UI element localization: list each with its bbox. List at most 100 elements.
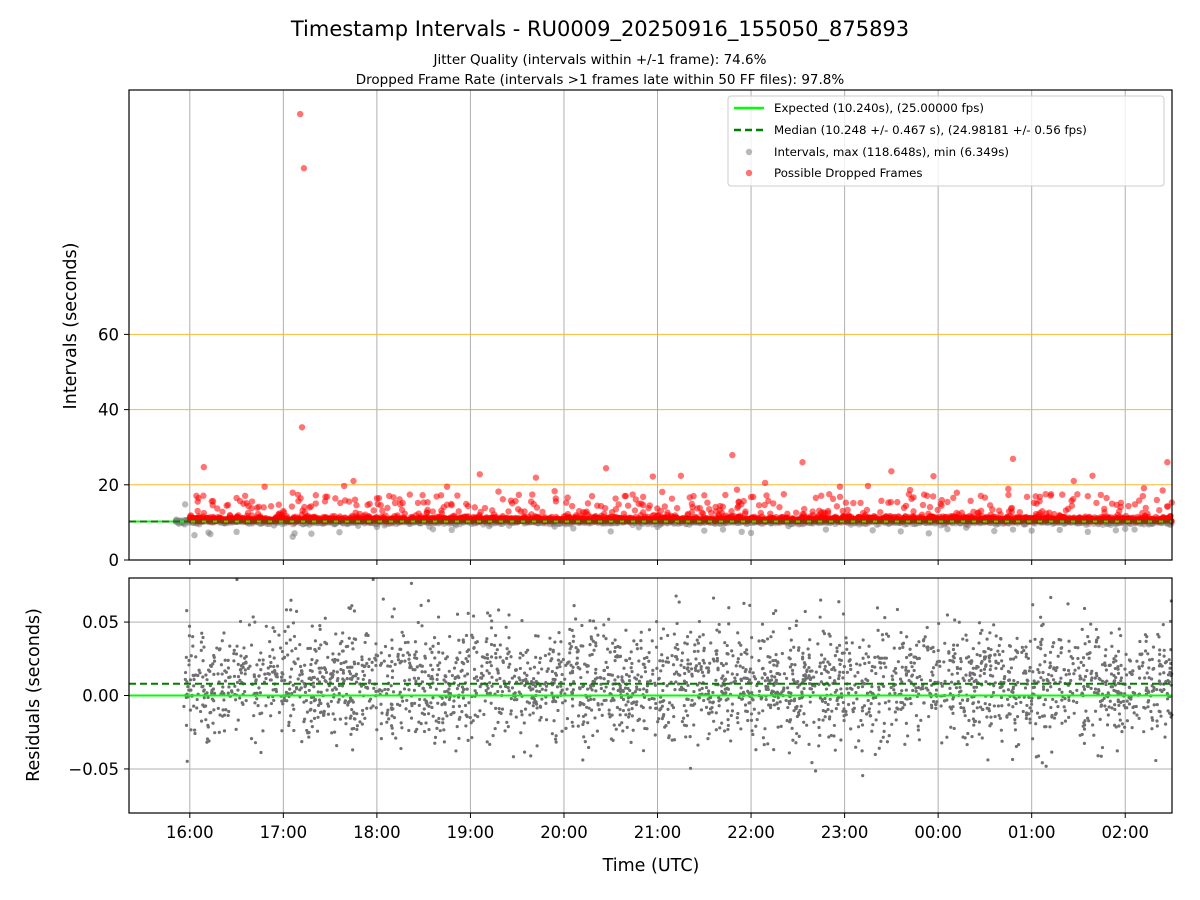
dropped-frame-point (784, 510, 791, 517)
dropped-frame-point (878, 497, 885, 505)
dropped-frame-point (455, 508, 462, 515)
dropped-frame-point (902, 513, 909, 520)
dropped-frame-point (742, 508, 749, 515)
dropped-frame-point (336, 513, 344, 520)
dropped-frame-point (248, 498, 256, 505)
dropped-frame-point (217, 514, 224, 522)
dropped-frame-point (1005, 491, 1012, 499)
dropped-frame-point (1008, 504, 1016, 512)
dropped-frame-point (1108, 500, 1116, 507)
dropped-frame-point (243, 512, 251, 520)
dropped-frame-point (767, 510, 774, 517)
dropped-frame-point (1116, 507, 1123, 515)
dropped-frame-point (1084, 492, 1092, 500)
interval-point (944, 525, 951, 533)
interval-point (551, 523, 558, 530)
chart-subtitle-dropped: Dropped Frame Rate (intervals >1 frames … (356, 72, 845, 88)
y-tick-label: 40 (98, 401, 119, 420)
dropped-frame-point (602, 465, 610, 472)
dropped-frame-point (1101, 509, 1108, 516)
dropped-frame-point (1093, 499, 1100, 507)
interval-point (1056, 526, 1063, 534)
dropped-frame-point (704, 499, 711, 506)
dropped-frame-point (833, 503, 841, 510)
dropped-frame-point (728, 508, 735, 515)
dropped-frame-point (416, 514, 423, 522)
dropped-frame-point (289, 489, 296, 496)
dropped-frame-point (254, 510, 262, 518)
dropped-frame-point (267, 503, 275, 510)
dropped-frame-point (995, 507, 1003, 514)
dropped-frame-point (658, 488, 666, 496)
dropped-frame-point (248, 505, 255, 512)
dropped-frame-point (799, 459, 806, 466)
dropped-frame-point (930, 472, 937, 480)
dropped-frame-point (701, 492, 708, 499)
dropped-frame-point (645, 505, 652, 512)
dropped-frame-point (716, 506, 723, 514)
residual-point (1100, 745, 1105, 750)
interval-point (607, 528, 614, 535)
dropped-frame-point (552, 498, 560, 505)
dropped-frame-point (370, 507, 377, 514)
dropped-frame-point (989, 506, 996, 513)
interval-point (1122, 525, 1129, 532)
dropped-frame-point (809, 511, 817, 519)
dropped-frame-point (818, 492, 825, 499)
dropped-frame-point (454, 492, 461, 499)
dropped-frame-point (591, 513, 598, 521)
dropped-frame-point (733, 486, 741, 493)
dropped-frame-point (481, 504, 489, 512)
dropped-frame-point (920, 491, 928, 498)
dropped-frame-point (1005, 485, 1012, 493)
dropped-frame-point (186, 514, 194, 521)
dropped-frame-point (374, 500, 381, 508)
dropped-frame-point (340, 482, 348, 490)
dropped-frame-point (857, 499, 864, 507)
dropped-frame-point (944, 498, 951, 506)
dropped-frame-point (639, 493, 647, 501)
dropped-frame-point (502, 514, 510, 522)
interval-point (373, 523, 381, 531)
residual-point (802, 686, 806, 691)
dropped-frame-point (462, 513, 470, 520)
dropped-frame-point (621, 492, 628, 500)
dropped-frame-point (1032, 510, 1040, 518)
dropped-frame-point (919, 501, 927, 509)
dropped-frame-point (219, 508, 226, 515)
interval-point (719, 526, 727, 533)
interval-point (747, 529, 755, 537)
dropped-frame-point (1156, 506, 1163, 514)
residual-point (272, 665, 276, 669)
dropped-frame-point (763, 492, 770, 499)
dropped-frame-point (200, 463, 208, 471)
dropped-frame-point (761, 479, 769, 487)
dropped-frame-point (532, 474, 540, 481)
interval-point (897, 528, 904, 535)
dropped-frame-point (346, 498, 353, 505)
dropped-frame-point (195, 494, 202, 502)
dropped-frame-point (886, 514, 894, 521)
dropped-frame-point (765, 497, 772, 505)
dropped-frame-point (373, 495, 381, 502)
dropped-frame-point (233, 494, 240, 502)
dropped-frame-point (280, 507, 287, 515)
dropped-frame-point (437, 492, 445, 499)
dropped-frame-point (568, 502, 576, 510)
dropped-frame-point (350, 477, 357, 485)
dropped-frame-point (818, 509, 825, 516)
interval-point (738, 528, 745, 535)
dropped-frame-point (967, 497, 974, 505)
interval-point (1028, 527, 1035, 534)
dropped-frame-point (842, 499, 850, 506)
dropped-frame-point (539, 508, 546, 516)
residual-point (339, 661, 343, 666)
dropped-frame-point (1139, 492, 1147, 500)
dropped-frame-point (926, 503, 934, 511)
dropped-frame-point (906, 486, 914, 494)
dropped-frame-point (939, 513, 946, 520)
interval-point (701, 527, 708, 534)
dropped-frame-point (505, 508, 512, 515)
dropped-frame-point (1003, 514, 1010, 521)
